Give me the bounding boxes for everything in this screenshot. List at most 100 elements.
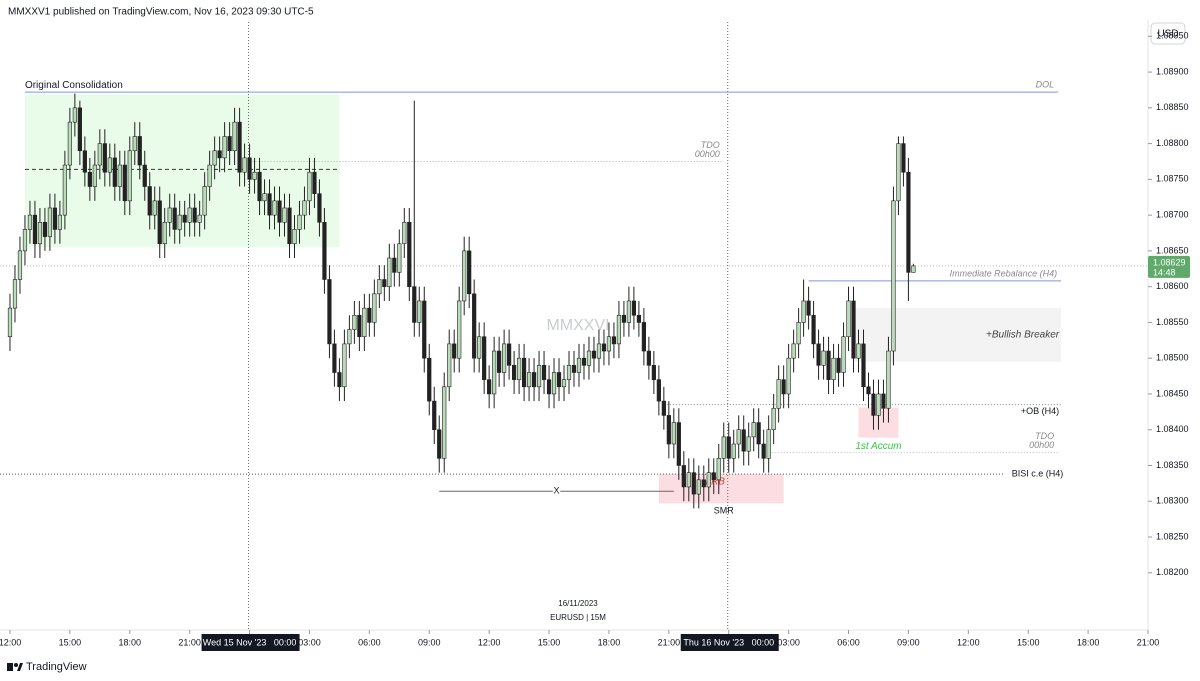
candle-body <box>706 472 711 488</box>
candle-body <box>362 307 367 338</box>
candle-body <box>876 393 881 416</box>
y-tick-label: 1.08500 <box>1156 353 1189 363</box>
candle-body <box>636 314 641 323</box>
candle-body <box>257 171 262 202</box>
candle-body <box>252 171 257 180</box>
last-price-label: 1.08629 <box>1153 257 1186 267</box>
candle-body <box>576 357 582 373</box>
x-tick-label: 21:00 <box>1137 637 1160 647</box>
candle-body <box>492 350 497 395</box>
candle-body <box>816 343 821 366</box>
candle-body <box>62 164 67 216</box>
candle-body <box>267 193 272 216</box>
candle-body <box>766 429 771 459</box>
x-tick-label: 18:00 <box>1077 637 1100 647</box>
candle-body <box>911 265 916 273</box>
candle-body <box>212 150 217 166</box>
candle-body <box>721 436 726 459</box>
candle-body <box>37 221 43 245</box>
candle-body <box>397 243 402 273</box>
candle-body <box>746 436 751 452</box>
candle-body <box>32 214 38 245</box>
candle-body <box>591 350 597 359</box>
candle-body <box>117 164 122 187</box>
candle-body <box>566 365 572 380</box>
candle-body <box>831 357 836 380</box>
candle-body <box>272 200 277 216</box>
last-price-tag <box>1148 255 1190 278</box>
x-tick-label: 09:00 <box>418 637 441 647</box>
currency-button[interactable] <box>1150 22 1186 45</box>
candle-body <box>571 365 577 373</box>
candle-body <box>871 393 876 416</box>
footer-brand: TradingView <box>26 661 87 673</box>
candle-body <box>307 171 312 202</box>
candle-body <box>731 443 736 459</box>
level-sublabel: 00h00 <box>695 149 720 159</box>
y-tick-label: 1.08450 <box>1156 388 1189 398</box>
candle-body <box>497 350 502 373</box>
y-tick-label: 1.08700 <box>1156 210 1189 220</box>
candle-body <box>666 415 671 445</box>
candle-body <box>287 207 292 245</box>
candle-body <box>507 343 512 366</box>
candle-body <box>17 250 23 280</box>
candle-body <box>72 107 77 123</box>
x-tick-label: 18:00 <box>598 637 621 647</box>
candle-body <box>187 207 192 223</box>
candle-body <box>67 121 72 166</box>
candle-body <box>172 207 177 230</box>
candle-body <box>586 350 592 366</box>
candle-body <box>846 300 851 338</box>
logo-part <box>7 663 13 671</box>
candle-body <box>182 214 187 223</box>
candle-body <box>691 472 696 495</box>
candle-body <box>42 221 48 237</box>
candle-body <box>861 343 866 388</box>
candle-body <box>581 357 587 366</box>
level-label: X <box>554 486 560 496</box>
y-tick-label: 1.08950 <box>1156 31 1189 41</box>
candle-body <box>387 257 392 287</box>
symbol-date: 16/11/2023 <box>558 599 598 608</box>
candle-body <box>866 386 871 395</box>
candle-body <box>302 200 307 216</box>
candle-body <box>422 300 427 359</box>
candle-body <box>502 343 507 373</box>
zone-label: Original Consolidation <box>25 80 123 91</box>
candle-body <box>342 343 347 388</box>
candle-body <box>192 207 197 223</box>
candle-body <box>232 121 237 152</box>
candle-body <box>27 214 33 230</box>
candle-body <box>402 221 407 245</box>
candle-body <box>357 314 362 338</box>
candle-body <box>442 386 447 459</box>
candle-body <box>447 343 452 388</box>
candle-body <box>177 214 182 230</box>
candle-body <box>137 136 142 166</box>
candle-body <box>222 136 227 159</box>
candle-body <box>152 200 157 216</box>
candle-body <box>242 157 247 173</box>
candle-body <box>462 250 467 302</box>
candle-body <box>392 257 397 273</box>
candle-body <box>207 164 212 187</box>
candle-body <box>337 372 342 388</box>
candle-body <box>616 314 622 345</box>
candle-body <box>407 221 412 287</box>
candle-body <box>162 221 167 245</box>
candle-body <box>601 343 607 352</box>
x-tick-label: 12:00 <box>0 637 21 647</box>
candle-body <box>626 300 632 323</box>
candle-body <box>896 143 901 202</box>
candle-body <box>806 300 811 316</box>
candle-body <box>277 200 282 223</box>
y-tick-label: 1.08350 <box>1156 460 1189 470</box>
x-tick-label: 03:00 <box>298 637 321 647</box>
candle-body <box>317 193 322 223</box>
candle-body <box>856 343 861 359</box>
candle-body <box>786 357 791 395</box>
level-label: Immediate Rebalance (H4) <box>950 268 1058 278</box>
candle-body <box>452 343 457 359</box>
logo-part <box>17 663 23 671</box>
